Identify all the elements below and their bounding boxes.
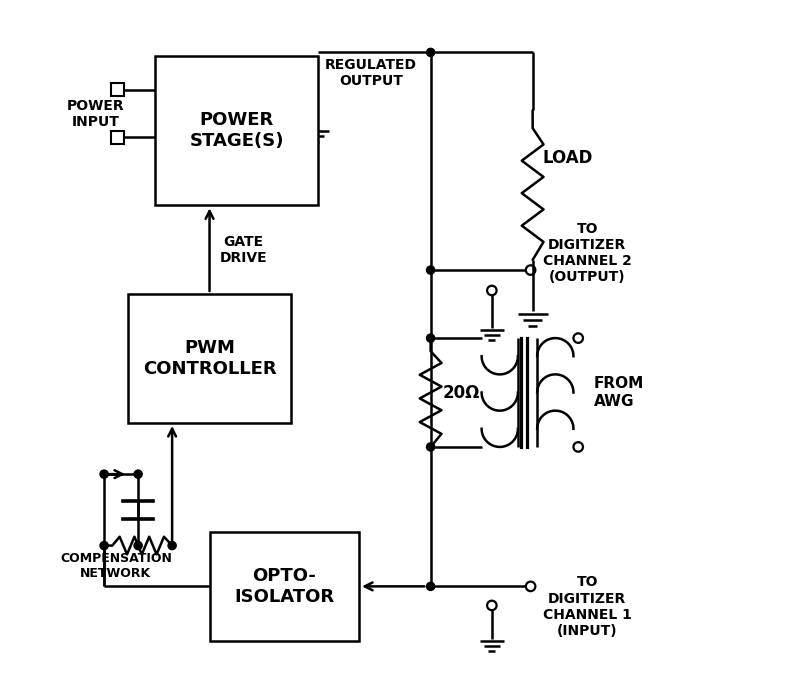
Text: POWER
STAGE(S): POWER STAGE(S) xyxy=(190,111,284,150)
Circle shape xyxy=(134,470,142,478)
Circle shape xyxy=(426,48,434,57)
Text: LOAD: LOAD xyxy=(543,149,594,167)
Text: TO
DIGITIZER
CHANNEL 1
(INPUT): TO DIGITIZER CHANNEL 1 (INPUT) xyxy=(543,576,632,638)
Text: TO
DIGITIZER
CHANNEL 2
(OUTPUT): TO DIGITIZER CHANNEL 2 (OUTPUT) xyxy=(543,222,632,284)
Text: GATE
DRIVE: GATE DRIVE xyxy=(220,234,267,265)
Text: REGULATED
OUTPUT: REGULATED OUTPUT xyxy=(325,57,417,88)
Text: OPTO-
ISOLATOR: OPTO- ISOLATOR xyxy=(234,567,334,606)
Circle shape xyxy=(426,583,434,591)
Text: PWM
CONTROLLER: PWM CONTROLLER xyxy=(142,339,276,378)
Bar xyxy=(111,83,124,96)
Text: FROM
AWG: FROM AWG xyxy=(594,376,644,408)
Bar xyxy=(155,56,318,206)
Text: COMPENSATION
NETWORK: COMPENSATION NETWORK xyxy=(60,553,172,581)
Circle shape xyxy=(100,542,108,550)
Circle shape xyxy=(100,470,108,478)
Text: 20Ω: 20Ω xyxy=(443,384,480,402)
Text: POWER
INPUT: POWER INPUT xyxy=(66,98,124,128)
Circle shape xyxy=(426,443,434,451)
Bar xyxy=(210,532,359,641)
Circle shape xyxy=(134,542,142,550)
Circle shape xyxy=(426,334,434,342)
Circle shape xyxy=(168,542,176,550)
Circle shape xyxy=(426,266,434,274)
Bar xyxy=(128,294,291,423)
Bar xyxy=(111,131,124,144)
